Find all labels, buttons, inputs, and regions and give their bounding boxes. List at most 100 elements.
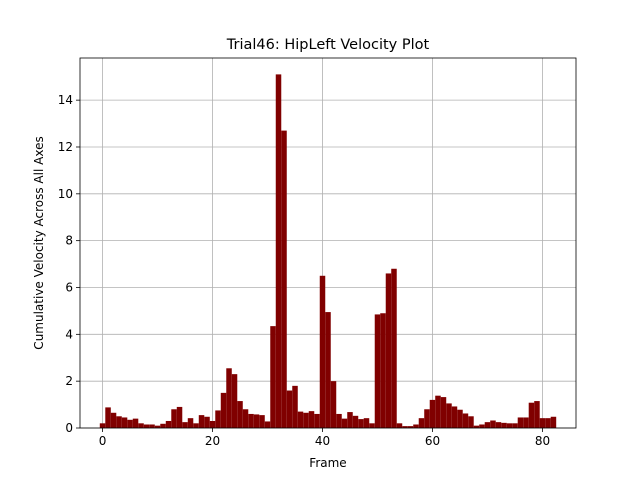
bar [457,409,463,428]
bar [105,407,111,428]
bar [319,275,326,428]
bar [451,406,458,428]
bar [259,415,265,428]
bar [341,418,348,428]
bar [435,395,441,428]
bar [242,409,249,428]
bar [314,413,320,428]
bar [391,268,397,428]
bar [138,423,144,428]
bar [248,413,254,428]
bar [473,425,480,428]
bar [462,413,469,428]
x-tick-label: 40 [315,434,330,448]
x-tick-label: 20 [205,434,220,448]
bar [281,130,287,428]
bar [292,385,298,428]
bar [121,417,128,428]
bar [380,313,386,428]
y-tick-label: 2 [65,374,73,388]
bar [440,397,447,428]
bar [418,418,425,428]
bar [413,424,419,428]
bar [402,426,408,428]
bar [237,401,243,428]
bar [336,413,342,428]
bar [374,314,381,428]
bar [143,424,150,428]
x-axis: 0 20 40 60 80 [99,428,550,448]
bar [187,418,194,428]
x-tick-label: 60 [425,434,440,448]
bar [484,422,491,428]
bar [534,401,540,428]
bar [160,423,166,428]
bar [275,74,282,429]
bar [512,423,518,428]
x-tick-label: 0 [99,434,107,448]
bar [116,416,122,428]
bar [99,423,106,428]
y-tick-label: 12 [58,140,73,154]
bar [264,421,271,428]
bar [231,374,238,428]
bar [369,423,375,428]
bar [528,402,535,428]
bar [270,326,276,428]
bar [479,424,485,428]
chart-title: Trial46: HipLeft Velocity Plot [226,37,430,53]
bar [545,418,551,428]
bar [495,422,502,428]
bar [253,414,260,428]
bar [209,420,216,428]
bar [352,415,359,428]
bar [468,416,474,428]
grid-lines [80,58,576,429]
y-axis-label: Cumulative Velocity Across All Axes [32,136,46,349]
y-tick-label: 14 [58,93,73,107]
bar [154,425,161,428]
bar [182,422,188,428]
y-tick-label: 0 [65,421,73,435]
bar [215,410,221,428]
x-tick-label: 80 [535,434,550,448]
bar [330,381,337,428]
bar [429,399,436,428]
y-axis: 0 2 4 6 8 10 12 14 [58,93,80,435]
bar [396,423,403,428]
bar [325,312,331,428]
x-axis-label: Frame [309,456,346,470]
bar [501,422,507,428]
bar [297,411,304,428]
bar [198,415,205,428]
bar [176,406,183,428]
bar [165,420,172,428]
bar [385,273,392,428]
bar [171,409,177,428]
y-tick-label: 8 [65,234,73,248]
bar-series [99,74,557,429]
bar [149,424,155,428]
plot-frame [79,57,577,429]
bar [303,412,309,428]
bar [347,412,353,428]
bar [363,418,370,428]
bar [193,423,199,428]
bar [517,417,524,428]
bar [286,390,293,428]
bar [308,411,315,428]
y-tick-label: 4 [65,327,73,341]
bar [446,403,452,428]
bar [539,418,546,428]
bar [132,418,139,428]
bar [523,417,529,428]
bar [358,419,364,428]
bar [220,392,227,428]
bar [407,426,414,428]
bar [226,368,232,428]
bar [110,412,117,428]
bar [550,416,557,428]
bar [490,420,496,428]
bar [424,409,430,428]
